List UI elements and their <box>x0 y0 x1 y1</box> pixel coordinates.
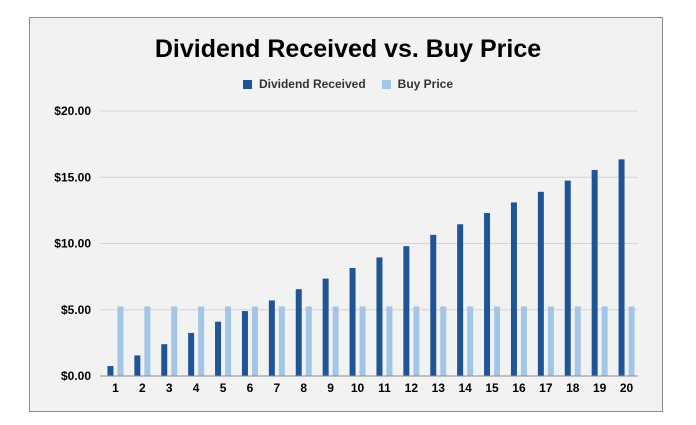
bar-buy-price-10 <box>359 306 366 376</box>
bar-buy-price-1 <box>117 306 124 376</box>
chart-title: Dividend Received vs. Buy Price <box>154 35 542 63</box>
x-tick-label-15: 15 <box>485 381 499 395</box>
x-tick-label-1: 1 <box>112 381 119 395</box>
bar-dividend-3 <box>161 344 168 376</box>
bar-buy-price-14 <box>467 306 474 376</box>
bar-buy-price-4 <box>198 306 205 376</box>
x-tick-label-9: 9 <box>327 381 334 395</box>
bar-buy-price-17 <box>547 306 554 376</box>
chart-frame <box>29 17 663 412</box>
bar-dividend-10 <box>349 268 356 376</box>
bar-dividend-2 <box>134 355 141 376</box>
bar-dividend-19 <box>591 169 598 376</box>
legend-label-buy-price: Buy Price <box>397 77 454 91</box>
legend-swatch-dividend <box>242 79 252 89</box>
bar-dividend-4 <box>188 332 195 376</box>
y-tick-label-1: $5.00 <box>61 303 91 317</box>
x-tick-label-16: 16 <box>512 381 526 395</box>
bar-buy-price-3 <box>171 306 178 376</box>
bar-dividend-5 <box>215 321 222 376</box>
y-tick-label-2: $10.00 <box>54 237 91 251</box>
legend-item-dividend: Dividend Received <box>242 77 366 91</box>
x-tick-label-3: 3 <box>166 381 173 395</box>
bar-dividend-11 <box>376 257 383 376</box>
bar-buy-price-19 <box>601 306 608 376</box>
bar-dividend-15 <box>484 213 491 376</box>
legend-label-dividend: Dividend Received <box>258 77 366 91</box>
x-tick-label-20: 20 <box>620 381 634 395</box>
x-tick-label-7: 7 <box>274 381 281 395</box>
x-tick-label-14: 14 <box>458 381 472 395</box>
legend-swatch-buy-price <box>381 79 391 89</box>
x-tick-label-5: 5 <box>220 381 227 395</box>
x-tick-label-19: 19 <box>593 381 607 395</box>
bar-dividend-12 <box>403 246 410 376</box>
y-tick-label-0: $0.00 <box>61 369 91 383</box>
bar-dividend-17 <box>537 191 544 376</box>
bar-buy-price-13 <box>440 306 447 376</box>
y-tick-label-4: $20.00 <box>54 104 91 118</box>
bar-dividend-6 <box>241 311 248 376</box>
x-tick-label-18: 18 <box>566 381 580 395</box>
legend: Dividend Received Buy Price <box>0 77 696 91</box>
x-tick-label-10: 10 <box>351 381 365 395</box>
bar-buy-price-18 <box>574 306 581 376</box>
legend-item-buy-price: Buy Price <box>381 77 454 91</box>
bar-dividend-13 <box>430 234 437 376</box>
bar-dividend-7 <box>268 300 275 376</box>
bar-buy-price-15 <box>494 306 501 376</box>
x-tick-label-11: 11 <box>378 381 391 395</box>
bar-dividend-16 <box>510 202 517 376</box>
x-tick-label-6: 6 <box>247 381 254 395</box>
bar-buy-price-20 <box>628 306 635 376</box>
x-tick-label-4: 4 <box>193 381 200 395</box>
bar-buy-price-12 <box>413 306 420 376</box>
x-tick-label-2: 2 <box>139 381 146 395</box>
bar-buy-price-8 <box>305 306 312 376</box>
bar-dividend-8 <box>295 289 302 376</box>
bar-dividend-14 <box>457 224 464 376</box>
x-tick-label-17: 17 <box>539 381 553 395</box>
x-tick-label-13: 13 <box>432 381 446 395</box>
bar-dividend-1 <box>107 366 114 376</box>
bar-dividend-9 <box>322 278 329 376</box>
bar-buy-price-11 <box>386 306 393 376</box>
x-tick-label-12: 12 <box>405 381 419 395</box>
bar-buy-price-9 <box>332 306 339 376</box>
bar-buy-price-5 <box>225 306 232 376</box>
x-tick-label-8: 8 <box>300 381 307 395</box>
bar-dividend-18 <box>564 180 571 376</box>
bar-buy-price-2 <box>144 306 151 376</box>
y-tick-label-3: $15.00 <box>54 170 91 184</box>
bar-buy-price-6 <box>251 306 258 376</box>
bar-dividend-20 <box>618 159 625 376</box>
bar-buy-price-7 <box>278 306 285 376</box>
bar-buy-price-16 <box>520 306 527 376</box>
